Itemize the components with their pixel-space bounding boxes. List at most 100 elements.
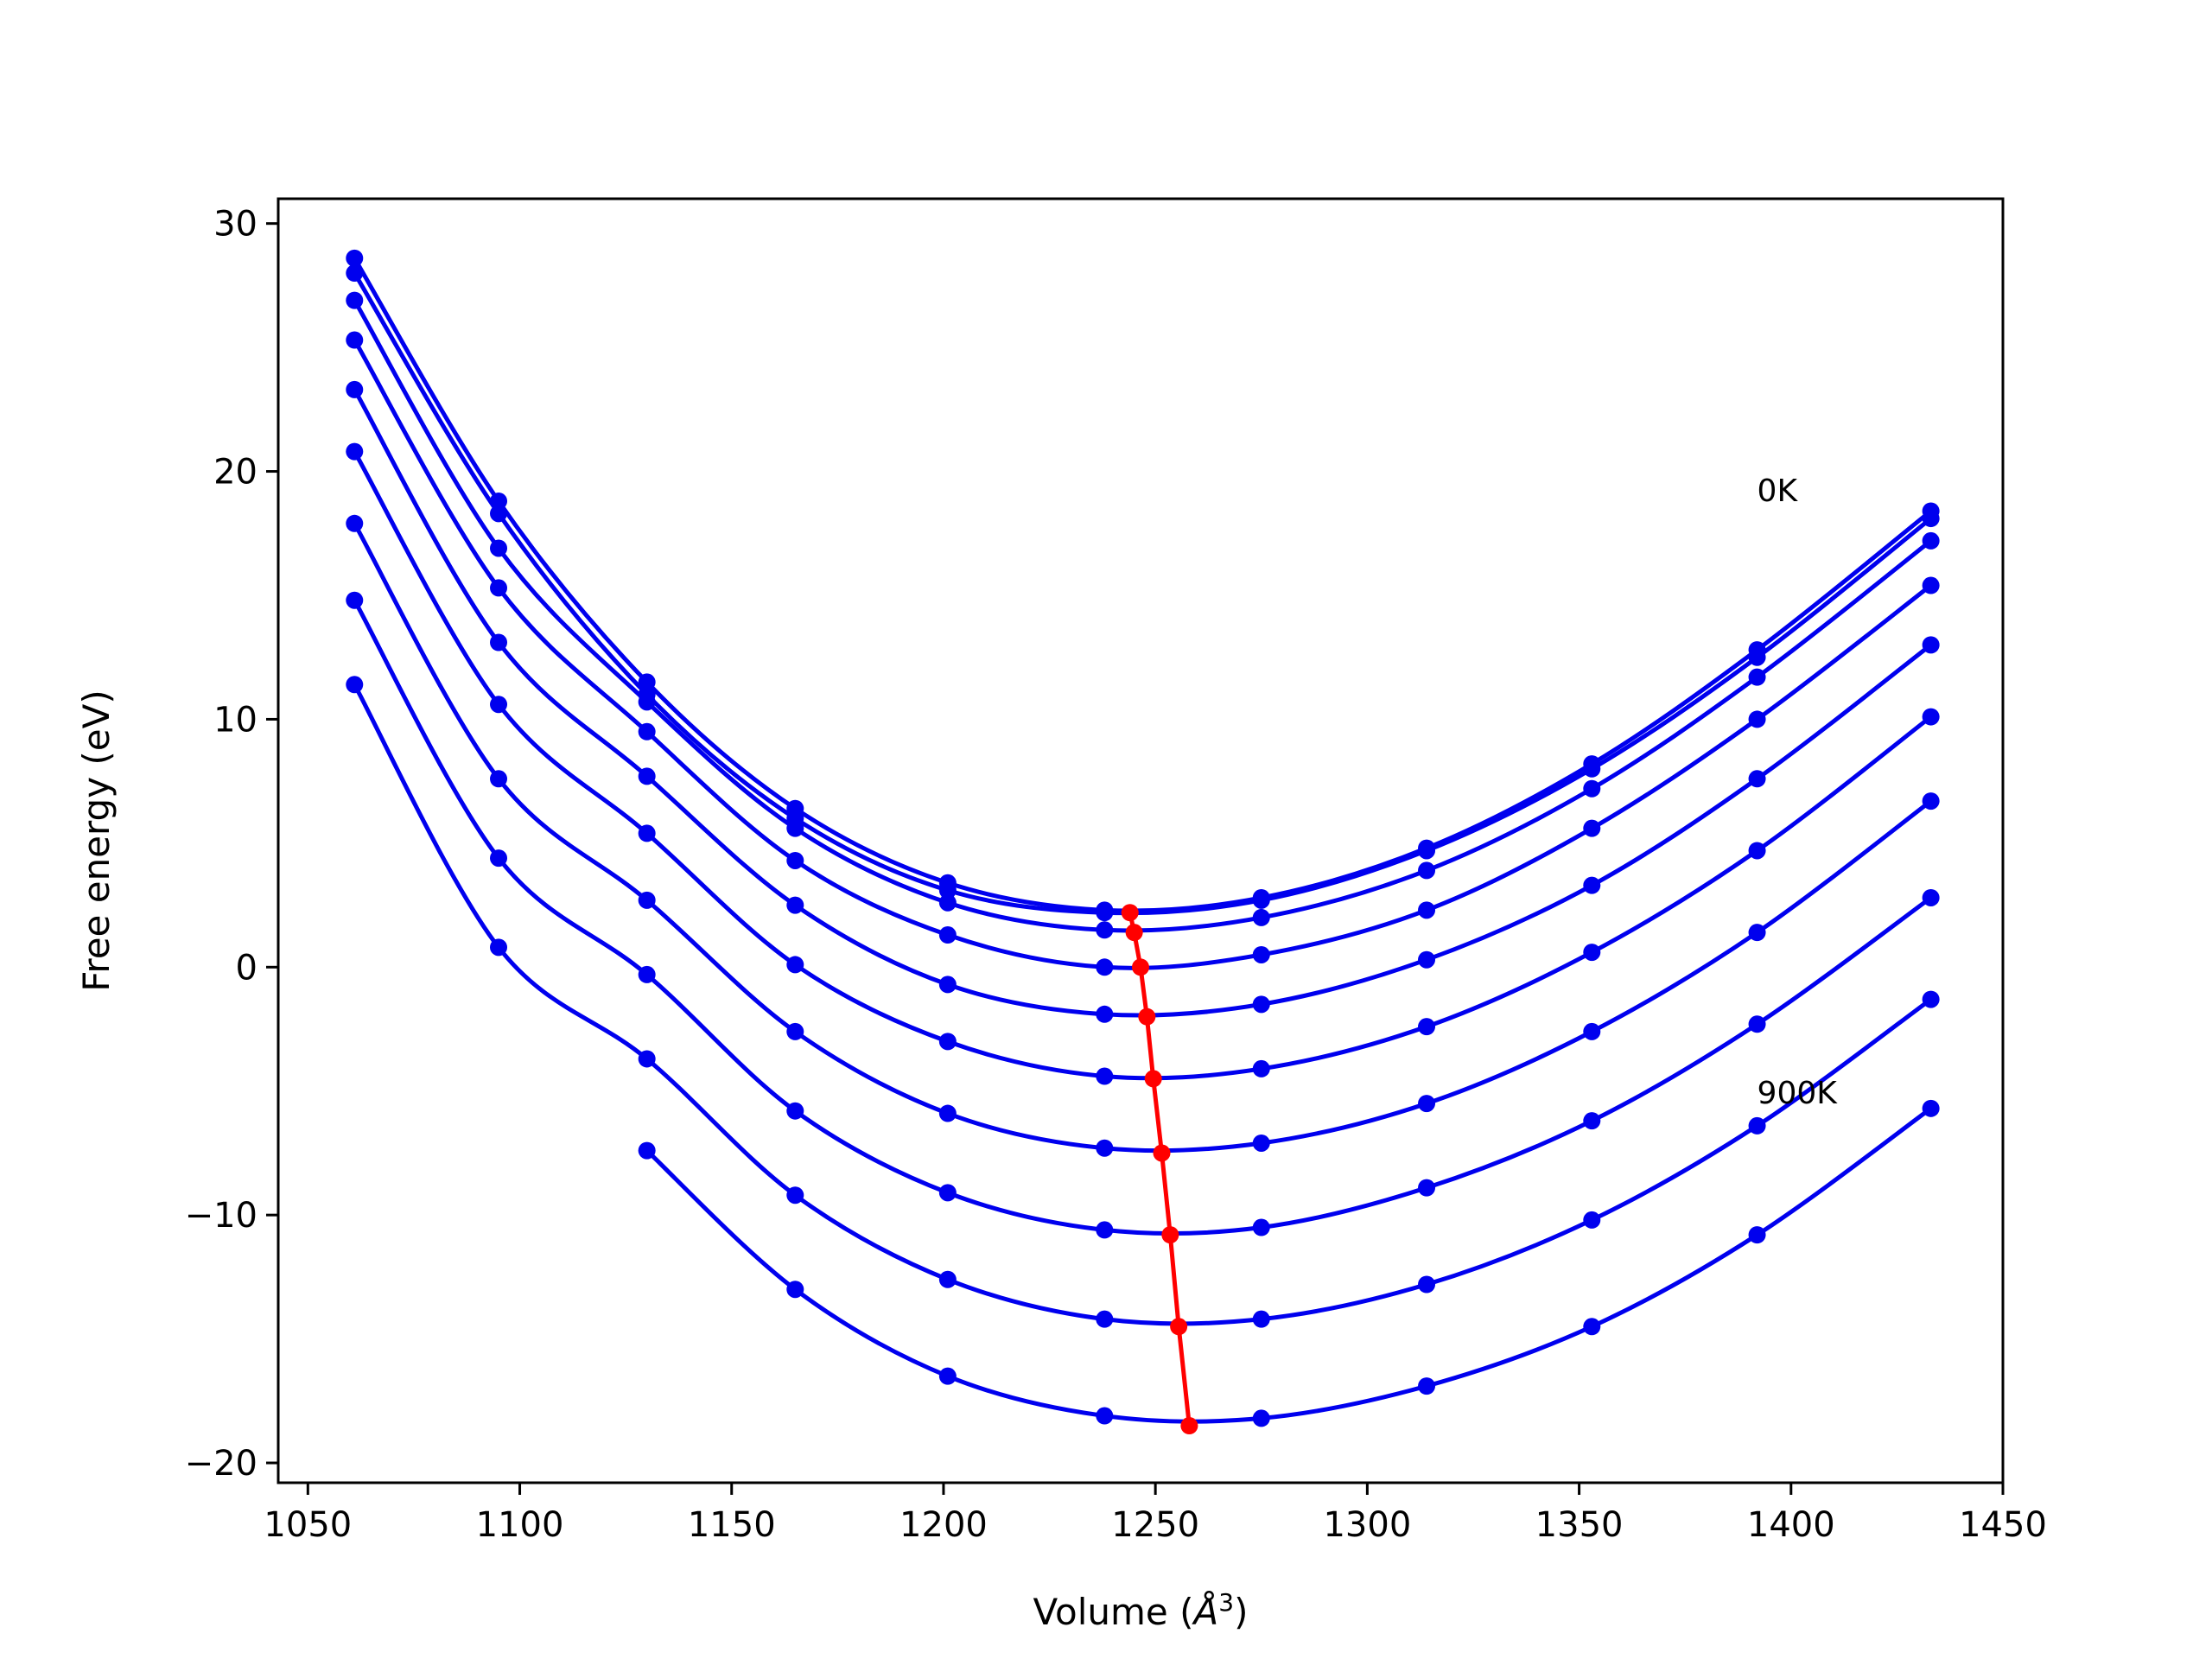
- data-point: [1748, 710, 1766, 728]
- x-tick-label: 1250: [1111, 1505, 1199, 1545]
- data-point: [1252, 1134, 1270, 1152]
- data-point: [490, 770, 508, 788]
- data-point: [786, 956, 804, 974]
- data-point: [1922, 1099, 1940, 1117]
- data-point: [1748, 770, 1766, 788]
- data-point: [346, 249, 364, 267]
- data-point: [638, 767, 656, 785]
- y-tick-label: 10: [213, 700, 257, 740]
- plot-frame: [276, 197, 2005, 1484]
- data-point: [1922, 636, 1940, 654]
- data-point: [1922, 888, 1940, 906]
- minima-path: [1121, 904, 1198, 1435]
- data-point: [1252, 908, 1270, 926]
- data-point: [638, 965, 656, 983]
- data-point: [346, 380, 364, 398]
- data-point: [1748, 1226, 1766, 1244]
- data-point: [490, 633, 508, 652]
- data-point: [938, 1367, 957, 1385]
- data-point: [1096, 1221, 1114, 1239]
- data-point: [1096, 921, 1114, 939]
- data-point: [1922, 531, 1940, 550]
- y-tick-label: 30: [213, 205, 257, 245]
- data-point: [1748, 648, 1766, 666]
- data-point: [1583, 760, 1601, 778]
- data-point: [490, 505, 508, 523]
- data-point: [490, 539, 508, 557]
- annotation-label: 0K: [1758, 474, 1799, 509]
- data-point: [1418, 1179, 1436, 1197]
- data-point: [1583, 1112, 1601, 1130]
- data-point: [786, 1102, 804, 1120]
- series-line-2: [353, 299, 1933, 933]
- data-point: [938, 1270, 957, 1288]
- data-point: [1418, 1095, 1436, 1113]
- x-axis-ticks: 1050 1100 1150 1200 1250 1300 1350 1400 1450: [264, 1483, 2047, 1545]
- minimum-point: [1153, 1144, 1171, 1162]
- data-point: [1096, 904, 1114, 922]
- y-tick-label: −20: [185, 1444, 257, 1484]
- data-point: [638, 824, 656, 842]
- data-point: [1748, 1015, 1766, 1033]
- data-point: [638, 891, 656, 909]
- data-point: [490, 938, 508, 957]
- data-point: [786, 851, 804, 869]
- data-point: [938, 1033, 957, 1051]
- minimum-point: [1121, 904, 1139, 922]
- data-point: [1922, 990, 1940, 1008]
- data-point: [1252, 1310, 1270, 1328]
- data-point: [1418, 1018, 1436, 1036]
- data-point: [1252, 891, 1270, 909]
- data-point: [1252, 1059, 1270, 1077]
- x-tick-label: 1200: [899, 1505, 988, 1545]
- data-point: [1418, 950, 1436, 969]
- data-point: [786, 819, 804, 837]
- data-point: [1096, 1005, 1114, 1023]
- data-point: [938, 881, 957, 899]
- minimum-point: [1125, 924, 1143, 942]
- data-point: [1252, 1218, 1270, 1236]
- data-point: [1583, 944, 1601, 962]
- y-tick-label: 20: [213, 453, 257, 493]
- data-point: [1748, 924, 1766, 942]
- data-point: [786, 1281, 804, 1299]
- x-tick-label: 1400: [1747, 1505, 1835, 1545]
- data-point: [938, 1104, 957, 1122]
- data-point: [1748, 668, 1766, 686]
- data-point: [346, 591, 364, 609]
- data-point: [786, 1186, 804, 1205]
- data-point: [1922, 576, 1940, 594]
- data-point: [1922, 792, 1940, 810]
- data-point: [638, 673, 656, 691]
- annotation-label: 900K: [1758, 1076, 1839, 1111]
- data-point: [638, 722, 656, 741]
- x-tick-label: 1100: [476, 1505, 564, 1545]
- data-point: [490, 696, 508, 714]
- series-line-6: [353, 522, 1933, 1154]
- data-point: [938, 976, 957, 994]
- data-point: [1583, 876, 1601, 894]
- minimum-point: [1138, 1007, 1156, 1026]
- data-point: [1583, 1022, 1601, 1040]
- series-line-0: [353, 257, 1933, 913]
- x-tick-label: 1450: [1959, 1505, 2047, 1545]
- data-point: [1096, 1139, 1114, 1157]
- data-point: [1096, 1407, 1114, 1425]
- y-axis-label: Free energy (eV): [75, 690, 118, 992]
- minimum-point: [1132, 958, 1149, 976]
- series-points: [346, 249, 1940, 1427]
- minimum-point: [1144, 1070, 1162, 1088]
- data-point: [1418, 1275, 1436, 1294]
- data-point: [346, 676, 364, 694]
- data-point: [638, 1050, 656, 1068]
- series-line-5: [353, 450, 1933, 1081]
- x-tick-label: 1050: [264, 1505, 352, 1545]
- data-point: [1748, 842, 1766, 860]
- data-point: [346, 331, 364, 349]
- x-tick-label: 1150: [688, 1505, 776, 1545]
- series-line-4: [353, 388, 1933, 1018]
- data-point: [1252, 945, 1270, 963]
- minimum-point: [1180, 1417, 1198, 1435]
- y-axis-ticks: −20 −10 0 10 20 30: [185, 205, 278, 1484]
